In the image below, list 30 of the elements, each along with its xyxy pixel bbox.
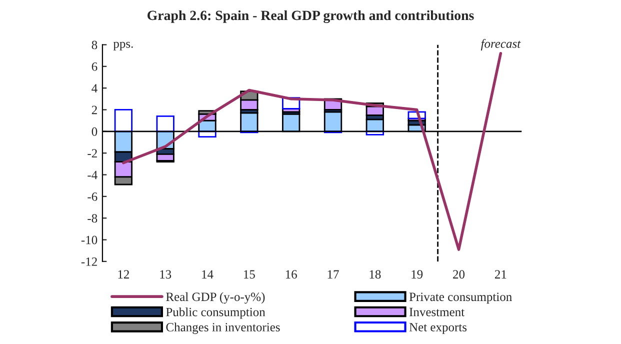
x-tick-label: 16	[286, 270, 297, 279]
legend-label: Real GDP (y-o-y%)	[166, 292, 265, 304]
y-tick-label: -2	[88, 149, 97, 158]
x-tick-label: 14	[202, 270, 214, 278]
x-tick-label: 15	[244, 270, 255, 279]
x-tick-label: 19	[412, 270, 423, 279]
y-tick-label: 2	[92, 106, 97, 114]
y-tick-label: -6	[88, 192, 98, 201]
legend-label: Changes in inventories	[166, 322, 280, 334]
y-tick-label: 6	[92, 62, 98, 71]
legend-label: Investment	[409, 308, 464, 316]
x-tick-label: 20	[453, 270, 465, 279]
legend-label: Public consumption	[166, 307, 266, 319]
y-tick-label: -10	[81, 236, 98, 244]
y-tick-label: -4	[88, 170, 98, 180]
legend-label: Private consumption	[409, 292, 512, 304]
x-tick-label: 17	[328, 270, 339, 278]
y-tick-label: 0	[92, 127, 98, 136]
y-tick-label: 4	[92, 84, 98, 92]
y-tick-label: -8	[88, 214, 98, 223]
annotation: pps.	[113, 42, 133, 50]
annotation: forecast	[480, 38, 521, 50]
x-tick-label: 13	[160, 270, 172, 279]
legend-label: Net exports	[409, 323, 467, 334]
y-tick-label: -12	[81, 258, 97, 266]
x-tick-label: 21	[494, 270, 506, 278]
x-tick-label: 18	[370, 270, 381, 279]
x-tick-label: 12	[118, 270, 129, 278]
chart-title: Graph 2.6: Spain - Real GDP growth and contributions	[148, 10, 474, 24]
y-tick-label: 8	[92, 40, 98, 50]
